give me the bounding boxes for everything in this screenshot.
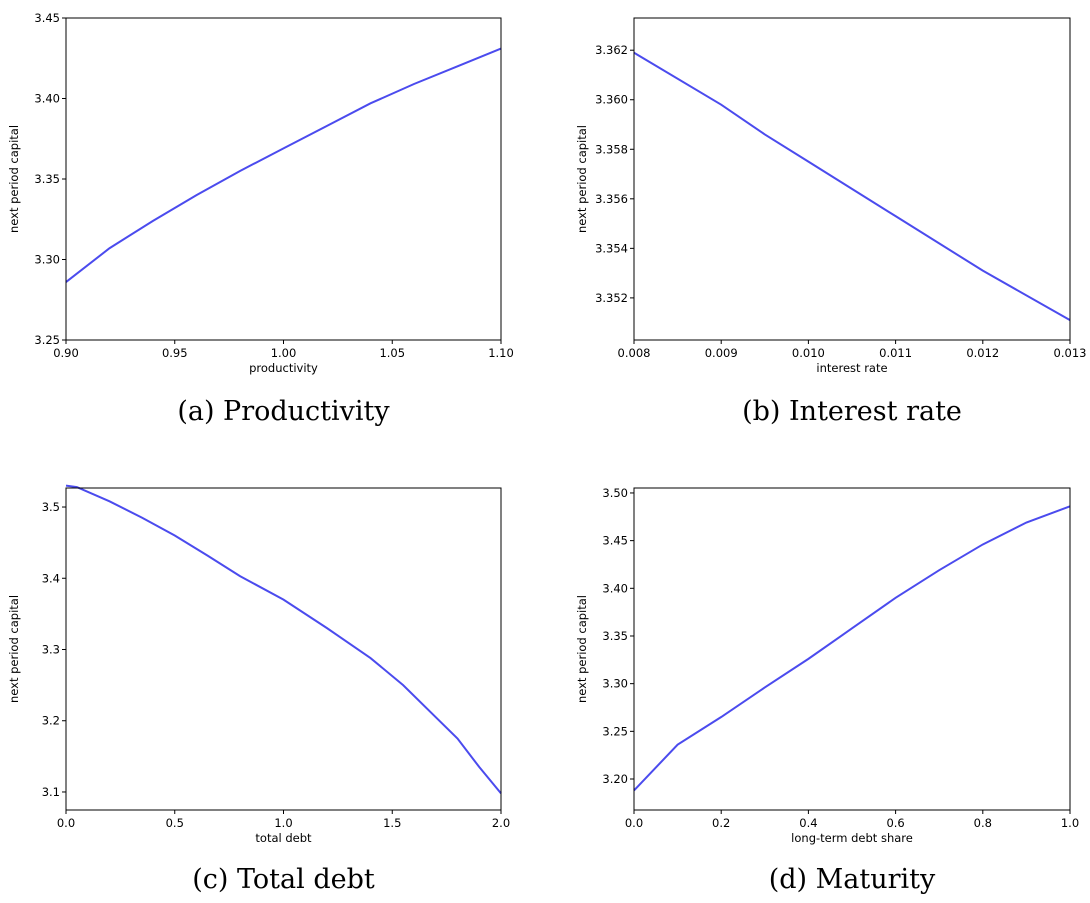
axes-frame — [65, 487, 502, 811]
x-tick-label: 0.009 — [705, 346, 738, 360]
y-tick-label: 3.30 — [602, 677, 628, 691]
x-tick-label: 0.5 — [166, 816, 184, 830]
y-tick-label: 3.35 — [602, 629, 628, 643]
y-tick-label: 3.30 — [34, 253, 60, 267]
y-axis-label: next period capital — [575, 125, 589, 233]
y-tick-label: 3.40 — [34, 92, 60, 106]
x-tick-label: 2.0 — [492, 816, 510, 830]
x-tick-label: 0.4 — [799, 816, 817, 830]
y-tick-label: 3.3 — [42, 642, 60, 656]
y-tick-label: 3.2 — [42, 714, 60, 728]
x-tick-label: 1.5 — [383, 816, 401, 830]
x-tick-label: 0.2 — [712, 816, 730, 830]
y-tick-label: 3.50 — [602, 486, 628, 500]
x-tick-label: 0.0 — [625, 816, 643, 830]
y-tick-label: 3.358 — [595, 142, 628, 156]
x-tick-label: 0.6 — [886, 816, 904, 830]
x-axis-label: long-term debt share — [791, 831, 913, 845]
y-tick-label: 3.1 — [42, 785, 60, 799]
axes-frame — [65, 17, 502, 341]
x-tick-label: 0.013 — [1054, 346, 1087, 360]
y-tick-label: 3.45 — [34, 11, 60, 25]
axes-frame — [633, 17, 1071, 341]
x-tick-label: 0.95 — [162, 346, 188, 360]
x-tick-label: 0.011 — [879, 346, 912, 360]
y-tick-label: 3.356 — [595, 192, 628, 206]
y-tick-label: 3.5 — [42, 500, 60, 514]
line — [633, 51, 1071, 322]
y-tick-label: 3.362 — [595, 43, 628, 57]
caption: (c) Total debt — [192, 864, 375, 895]
axes-frame — [633, 487, 1071, 811]
y-tick-label: 3.4 — [42, 571, 60, 585]
x-tick-label: 1.0 — [274, 816, 292, 830]
x-tick-label: 0.0 — [57, 816, 75, 830]
y-tick-label: 3.35 — [34, 172, 60, 186]
x-tick-label: 0.010 — [792, 346, 825, 360]
x-tick-label: 1.10 — [488, 346, 514, 360]
x-tick-label: 0.8 — [974, 816, 992, 830]
y-axis-label: next period capital — [7, 595, 21, 703]
x-tick-label: 1.00 — [271, 346, 297, 360]
x-tick-label: 0.008 — [618, 346, 651, 360]
y-tick-label: 3.354 — [595, 241, 628, 255]
caption: (b) Interest rate — [742, 396, 962, 427]
x-axis-label: total debt — [255, 831, 312, 845]
y-tick-label: 3.45 — [602, 534, 628, 548]
y-tick-label: 3.40 — [602, 581, 628, 595]
x-tick-label: 0.90 — [53, 346, 79, 360]
line — [633, 505, 1071, 792]
y-tick-label: 3.20 — [602, 772, 628, 786]
y-tick-label: 3.25 — [602, 724, 628, 738]
y-axis-label: next period capital — [7, 125, 21, 233]
y-tick-label: 3.360 — [595, 93, 628, 107]
x-axis-label: productivity — [249, 361, 318, 375]
caption: (d) Maturity — [769, 864, 936, 895]
x-axis-label: interest rate — [816, 361, 887, 375]
x-tick-label: 0.012 — [966, 346, 999, 360]
x-tick-label: 1.0 — [1061, 816, 1079, 830]
line — [65, 484, 502, 795]
caption: (a) Productivity — [177, 396, 390, 427]
x-tick-label: 1.05 — [379, 346, 405, 360]
y-tick-label: 3.25 — [34, 333, 60, 347]
y-axis-label: next period capital — [575, 595, 589, 703]
line — [65, 47, 502, 283]
y-tick-label: 3.352 — [595, 291, 628, 305]
